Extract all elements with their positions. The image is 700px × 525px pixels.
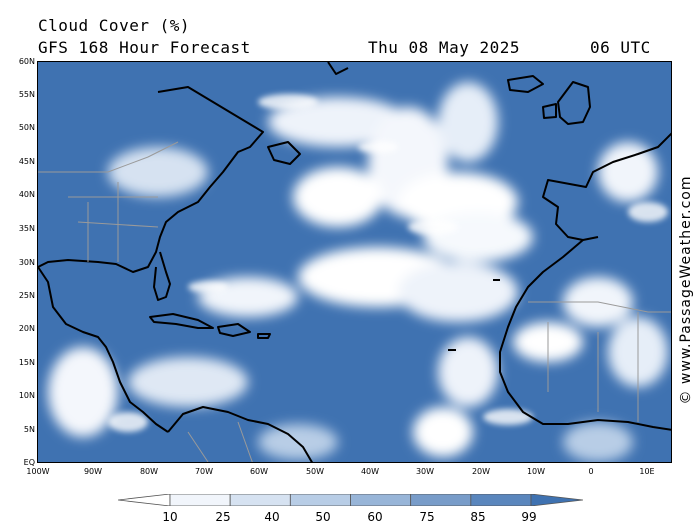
lon-label: 10W <box>526 467 546 476</box>
lon-label: 20W <box>471 467 491 476</box>
legend-label: 75 <box>419 510 435 524</box>
cloud-cover-map <box>37 61 672 463</box>
legend-cell <box>350 494 412 506</box>
lat-label: 5N <box>23 425 35 434</box>
legend-label: 99 <box>521 510 537 524</box>
legend-cell <box>410 494 472 506</box>
lon-label: 70W <box>194 467 214 476</box>
legend-label: 25 <box>215 510 231 524</box>
lat-label: 10N <box>18 391 35 400</box>
legend-label: 85 <box>470 510 486 524</box>
color-legend-bar <box>118 494 583 506</box>
legend-label: 60 <box>367 510 383 524</box>
lon-label: 30W <box>415 467 435 476</box>
cloud-cover-detail <box>108 94 668 432</box>
lon-label: 60W <box>249 467 269 476</box>
lon-label: 50W <box>305 467 325 476</box>
lon-label: 40W <box>360 467 380 476</box>
lat-label: 25N <box>18 291 35 300</box>
legend-cell <box>118 494 171 506</box>
legend-label: 10 <box>162 510 178 524</box>
lat-label: 55N <box>18 90 35 99</box>
chart-variable-title: Cloud Cover (%) <box>38 16 190 35</box>
political-borders <box>38 141 671 462</box>
legend-cell <box>289 494 351 506</box>
coastlines <box>38 62 671 462</box>
legend-label: 50 <box>315 510 331 524</box>
forecast-date: Thu 08 May 2025 <box>368 38 520 57</box>
lat-label: 60N <box>18 57 35 66</box>
lat-label: 15N <box>18 358 35 367</box>
lat-label: 45N <box>18 157 35 166</box>
forecast-time: 06 UTC <box>590 38 651 57</box>
legend-cell <box>530 494 583 506</box>
lon-label: 0 <box>588 467 594 476</box>
legend-cell <box>229 494 291 506</box>
forecast-model-title: GFS 168 Hour Forecast <box>38 38 251 57</box>
lon-label: 100W <box>26 467 50 476</box>
cloud-cover-field <box>48 82 668 462</box>
site-credit: © www.PassageWeather.com <box>672 150 700 430</box>
lat-label: 40N <box>18 190 35 199</box>
legend-cell <box>470 494 532 506</box>
lon-label: 90W <box>83 467 103 476</box>
lon-label: 10E <box>639 467 655 476</box>
legend-label: 40 <box>264 510 280 524</box>
lat-label: 35N <box>18 224 35 233</box>
lat-label: 20N <box>18 324 35 333</box>
lon-label: 80W <box>139 467 159 476</box>
lat-label: EQ <box>23 458 35 467</box>
legend-cell <box>169 494 231 506</box>
site-credit-text: © www.PassageWeather.com <box>678 175 694 405</box>
lat-label: 50N <box>18 123 35 132</box>
lat-label: 30N <box>18 258 35 267</box>
